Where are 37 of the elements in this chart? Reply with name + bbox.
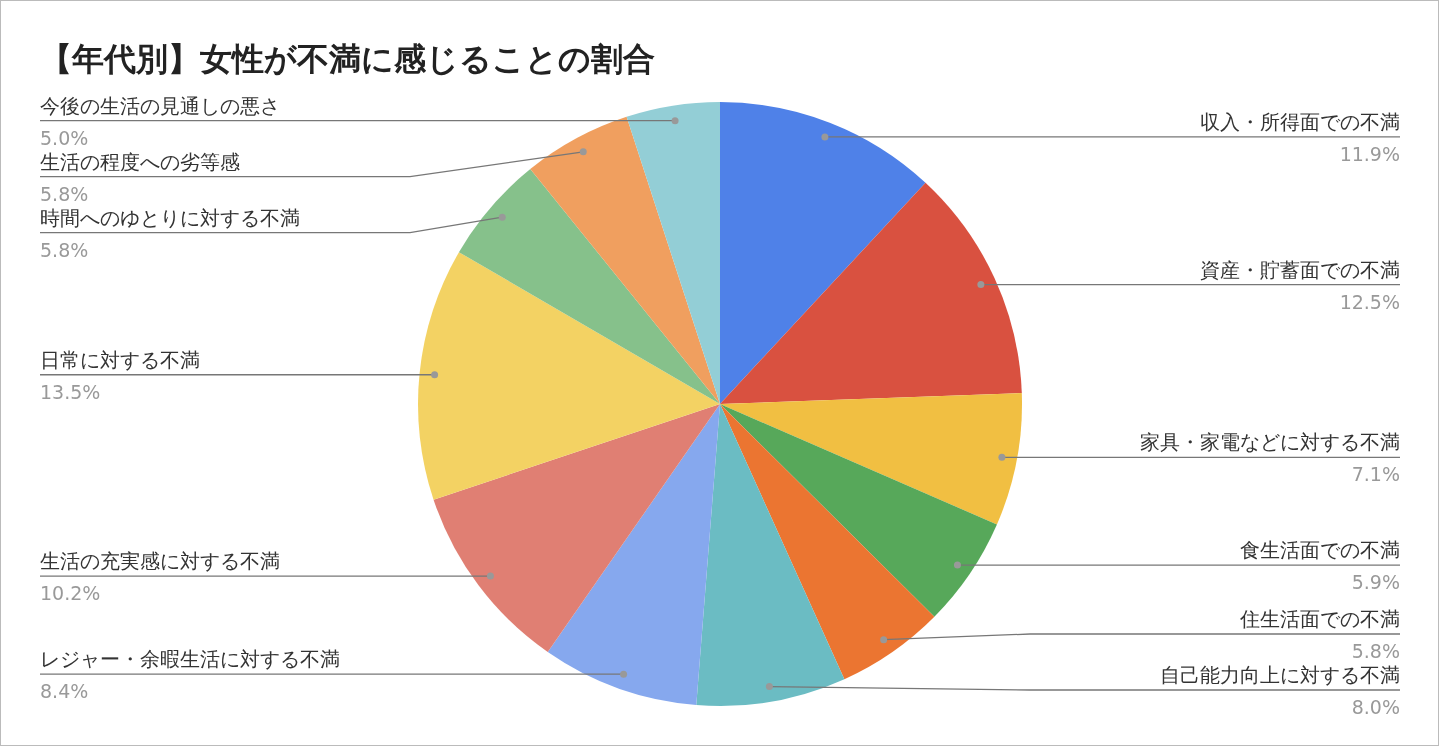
data-label: 7.1%	[1351, 463, 1400, 486]
slice-label: 今後の生活の見通しの悪さ	[40, 93, 280, 118]
data-label: 5.8%	[1351, 640, 1400, 662]
pie-slice	[720, 404, 997, 617]
data-label: 5.9%	[1351, 571, 1400, 594]
pie-slice	[530, 116, 720, 404]
pie-slice	[720, 182, 1022, 404]
slice-label: 日常に対する不満	[40, 347, 200, 372]
data-label: 8.0%	[1351, 696, 1400, 718]
slice-label: 家具・家電などに対する不満	[1140, 430, 1400, 455]
data-label: 5.8%	[40, 238, 89, 261]
data-label: 5.0%	[40, 126, 89, 149]
slice-label: 食生活面での不満	[1240, 538, 1400, 563]
slice-label: 時間へのゆとりに対する不満	[40, 205, 300, 230]
slice-label: 自己能力向上に対する不満	[1160, 663, 1400, 687]
pie-slice	[433, 404, 720, 653]
slice-label: レジャー・余暇生活に対する不満	[40, 647, 340, 672]
slice-label: 資産・貯蓄面での不満	[1200, 257, 1400, 282]
pie-slice	[696, 404, 845, 706]
chart-title: 【年代別】女性が不満に感じることの割合	[40, 40, 655, 78]
pie-slice	[720, 102, 926, 404]
slice-label: 住生活面での不満	[1239, 607, 1400, 631]
pie-slice	[720, 404, 935, 680]
slice-label: 収入・所得面での不満	[1200, 109, 1400, 134]
slice-label: 生活の充実感に対する不満	[40, 549, 280, 574]
pie-slice	[720, 393, 1022, 525]
pie-slice	[418, 252, 720, 500]
data-label: 5.8%	[40, 182, 89, 205]
pie-slice	[626, 102, 720, 404]
data-label: 8.4%	[40, 680, 89, 703]
data-label: 10.2%	[40, 582, 101, 605]
data-label: 12.5%	[1339, 290, 1400, 313]
pie-slice	[458, 169, 720, 404]
slice-label: 生活の程度への劣等感	[40, 149, 240, 174]
pie-slice	[547, 404, 720, 706]
data-label: 13.5%	[40, 380, 101, 403]
data-label: 11.9%	[1339, 142, 1400, 165]
